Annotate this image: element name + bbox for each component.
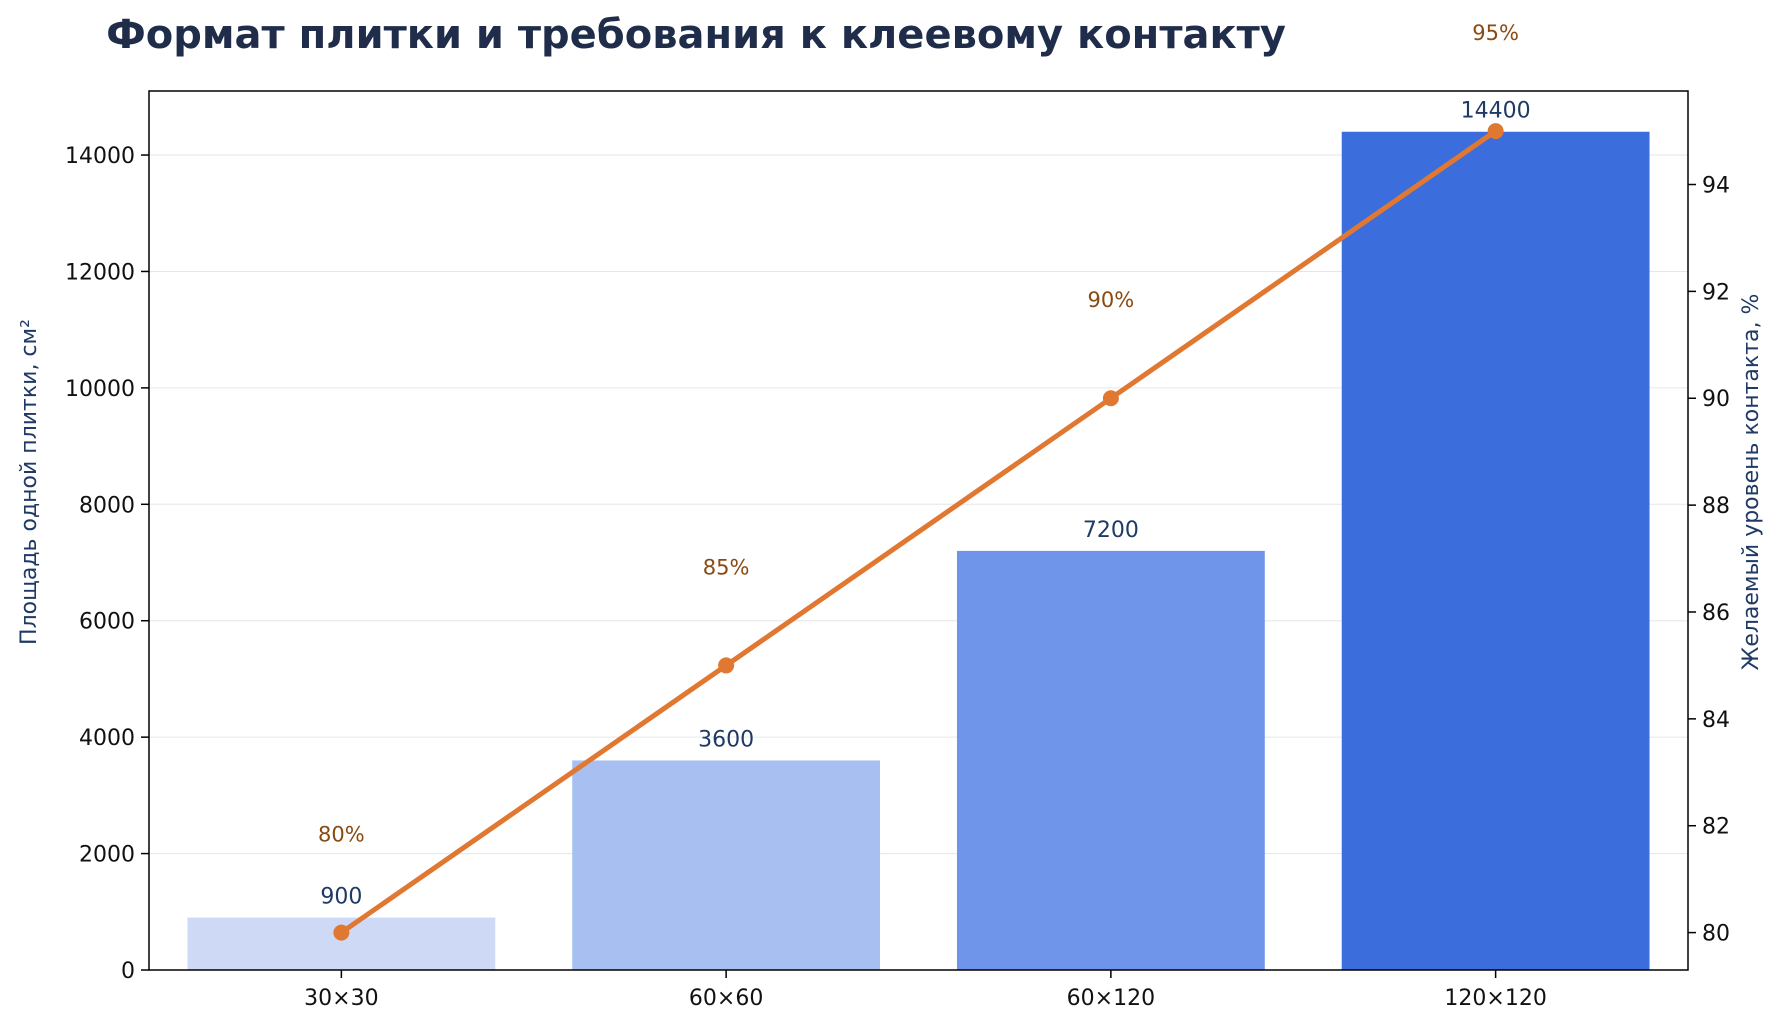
line-point [333,924,350,941]
y2-tick-label: 86 [1702,601,1730,626]
bar [1341,131,1650,970]
y-tick-label: 14000 [65,144,135,169]
y2-tick-label: 94 [1702,174,1730,199]
bar [572,760,881,970]
bar-value-label: 900 [320,885,362,910]
x-tick-label: 60×120 [1067,986,1155,1011]
y-tick-label: 10000 [65,377,135,402]
bar-value-label: 7200 [1083,518,1139,543]
line-point [718,657,735,674]
contact-value-label: 95% [1472,21,1519,45]
y2-tick-label: 88 [1702,494,1730,519]
x-tick-label: 60×60 [689,986,763,1011]
axis-layer: 0 2000 4000 6000 8000 10000 12000 14000 80 82 84 86… [65,90,1730,1011]
chart-title: Формат плитки и требования к клеевому ко… [106,12,1286,58]
x-tick-label: 120×120 [1444,986,1546,1011]
line-point [1487,123,1504,140]
label-layer: 900 3600 7200 14400 80% 85% 90% 95% [318,21,1531,910]
y-tick-label: 4000 [79,726,135,751]
y-tick-label: 0 [121,959,135,984]
contact-line [338,128,1499,936]
y2-tick-label: 82 [1702,815,1730,840]
y2-tick-label: 84 [1702,708,1730,733]
y2-tick-label: 90 [1702,387,1730,412]
y-axis-label: Площадь одной плитки, см² [17,319,42,645]
plot-frame [148,90,1689,971]
y-tick-label: 12000 [65,260,135,285]
contact-value-label: 80% [318,823,365,847]
line-layer [333,123,1504,941]
bar-value-label: 14400 [1461,99,1531,124]
grid-layer [149,154,1688,855]
y-tick-label: 2000 [79,843,135,868]
y-tick-label: 6000 [79,610,135,635]
x-tick-label: 30×30 [304,986,378,1011]
bar-layer [187,131,1650,970]
contact-value-label: 90% [1088,288,1135,312]
bar-value-label: 3600 [698,727,754,752]
bar [956,550,1265,970]
y2-axis-label: Желаемый уровень контакта, % [1739,294,1764,671]
contact-value-label: 85% [703,555,750,579]
y2-tick-label: 92 [1702,280,1730,305]
line-point [1102,390,1119,407]
y2-tick-label: 80 [1702,922,1730,947]
y-tick-label: 8000 [79,493,135,518]
